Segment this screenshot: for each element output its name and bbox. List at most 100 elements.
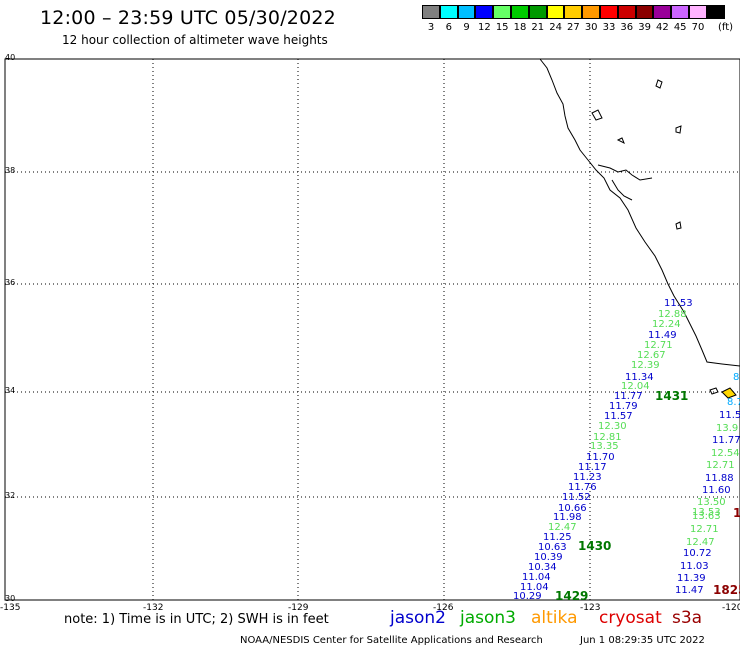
- wave-height-label: 8.7: [727, 397, 740, 408]
- wave-height-label: 12.04: [621, 381, 650, 392]
- wave-height-label: 11.5: [719, 410, 740, 421]
- wave-height-labels: 11.5312.8812.2411.4912.7112.6712.3911.34…: [513, 298, 740, 603]
- color-scale-label: 6: [445, 22, 452, 33]
- wave-height-label: 12.71: [706, 460, 735, 471]
- map-frame: [4, 58, 740, 601]
- wave-height-label: 13.9: [716, 423, 738, 434]
- color-scale-label: 33: [602, 22, 616, 33]
- lon-label-120: -120: [722, 603, 740, 613]
- color-scale-swatch: [617, 5, 636, 19]
- legend-s3a: s3a: [672, 608, 703, 628]
- wave-height-label: 10.63: [538, 542, 567, 553]
- coastline: [539, 58, 740, 395]
- wave-height-label: 11.49: [648, 330, 677, 341]
- wave-height-label: 12.71: [690, 524, 719, 535]
- wave-height-label: 11.53: [664, 298, 693, 309]
- color-scale-swatch: [439, 5, 458, 19]
- color-scale-label: 30: [584, 22, 598, 33]
- wave-height-label: 12.54: [711, 448, 740, 459]
- units-note: note: 1) Time is in UTC; 2) SWH is in fe…: [64, 612, 329, 627]
- color-scale-swatch: [546, 5, 565, 19]
- wave-height-label: 10.72: [683, 548, 712, 559]
- wave-height-label: 11.98: [553, 512, 582, 523]
- wave-height-label: 1430: [578, 539, 611, 553]
- footer-timestamp: Jun 1 08:29:35 UTC 2022: [580, 635, 705, 646]
- lat-label-40: 40: [5, 53, 16, 62]
- page-title: 12:00 – 23:59 UTC 05/30/2022: [40, 7, 336, 29]
- wave-height-label: 11.76: [568, 482, 597, 493]
- lat-label-30: 30: [5, 594, 16, 603]
- wave-height-label: 13.63: [692, 511, 721, 522]
- lat-label-36: 36: [5, 278, 16, 287]
- wave-height-label: 11.03: [680, 561, 709, 572]
- lat-label-32: 32: [5, 491, 16, 500]
- wave-height-label: 12.67: [637, 350, 666, 361]
- color-scale-label: 45: [673, 22, 687, 33]
- color-scale-swatch: [528, 5, 547, 19]
- wave-height-label: 13.53: [692, 507, 721, 518]
- color-scale-swatch: [653, 5, 672, 19]
- color-scale-label: 39: [638, 22, 651, 33]
- color-scale-label: 42: [656, 22, 669, 33]
- color-scale-label: 15: [495, 22, 509, 33]
- lon-label-126: -126: [433, 603, 454, 613]
- wave-height-label: 13.35: [590, 441, 619, 452]
- color-scale-swatch: [706, 5, 725, 19]
- lon-label-135: -135: [0, 603, 21, 613]
- footer-source: NOAA/NESDIS Center for Satellite Applica…: [240, 635, 543, 646]
- color-scale-swatch: [600, 5, 618, 19]
- wave-height-label: 1431: [655, 389, 688, 403]
- legend-jason2: jason2: [390, 608, 446, 628]
- wave-height-label: 13.50: [697, 497, 726, 508]
- wave-height-label: 12.30: [598, 421, 627, 432]
- legend-altika: altika: [531, 608, 578, 628]
- wave-height-label: 11.17: [578, 462, 607, 473]
- color-scale-swatch: [635, 5, 654, 19]
- color-scale-label: 36: [620, 22, 634, 33]
- color-scale-label: 9: [463, 22, 470, 33]
- wave-height-label: 12.88: [658, 309, 687, 320]
- color-scale-label: 21: [531, 22, 545, 33]
- page-subtitle: 12 hour collection of altimeter wave hei…: [62, 33, 328, 47]
- wave-height-label: 1429: [555, 589, 588, 603]
- legend-cryosat: cryosat: [599, 608, 662, 628]
- color-scale-label: 18: [513, 22, 527, 33]
- legend-jason3: jason3: [460, 608, 516, 628]
- wave-height-label: 11.77: [712, 435, 740, 446]
- wave-height-label: 11.70: [586, 452, 615, 463]
- wave-height-label: 11.23: [573, 472, 602, 483]
- wave-height-label: 1: [733, 506, 740, 520]
- color-scale-swatch: [457, 5, 476, 19]
- wave-height-label: 11.39: [677, 573, 706, 584]
- color-scale-swatch: [511, 5, 529, 19]
- lat-label-34: 34: [5, 386, 16, 395]
- color-scale-label: 27: [567, 22, 580, 33]
- coastline-alt-segment: [721, 387, 737, 399]
- color-scale-swatch: [689, 5, 707, 19]
- color-scale-swatch: [475, 5, 494, 19]
- wave-height-label: 11.47: [675, 585, 704, 596]
- wave-height-label: 11.34: [625, 372, 654, 383]
- color-scale-swatch: [422, 5, 440, 19]
- color-scale-swatch: [582, 5, 600, 19]
- color-scale-swatch: [671, 5, 689, 19]
- wave-height-label: 12.39: [631, 360, 660, 371]
- wave-height-label: 12.47: [686, 537, 715, 548]
- wave-height-label: 11.57: [604, 411, 633, 422]
- wave-height-label: 10.29: [513, 591, 542, 602]
- wave-height-label: 10.66: [558, 503, 587, 514]
- lon-label-132: -132: [143, 603, 164, 613]
- lon-label-129: -129: [288, 603, 309, 613]
- wave-height-label: 11.88: [705, 473, 734, 484]
- color-scale-label: 3: [427, 22, 435, 33]
- wave-height-label: 11.60: [702, 485, 731, 496]
- wave-height-label: 11.04: [522, 572, 551, 583]
- color-scale-swatch: [564, 5, 583, 19]
- wave-height-label: 11.79: [609, 401, 638, 412]
- color-scale-label: 24: [549, 22, 562, 33]
- wave-height-label: 12.81: [593, 432, 622, 443]
- color-scale-swatch: [493, 5, 511, 19]
- wave-height-label: 1825: [713, 583, 740, 597]
- wave-height-label: 12.71: [644, 340, 673, 351]
